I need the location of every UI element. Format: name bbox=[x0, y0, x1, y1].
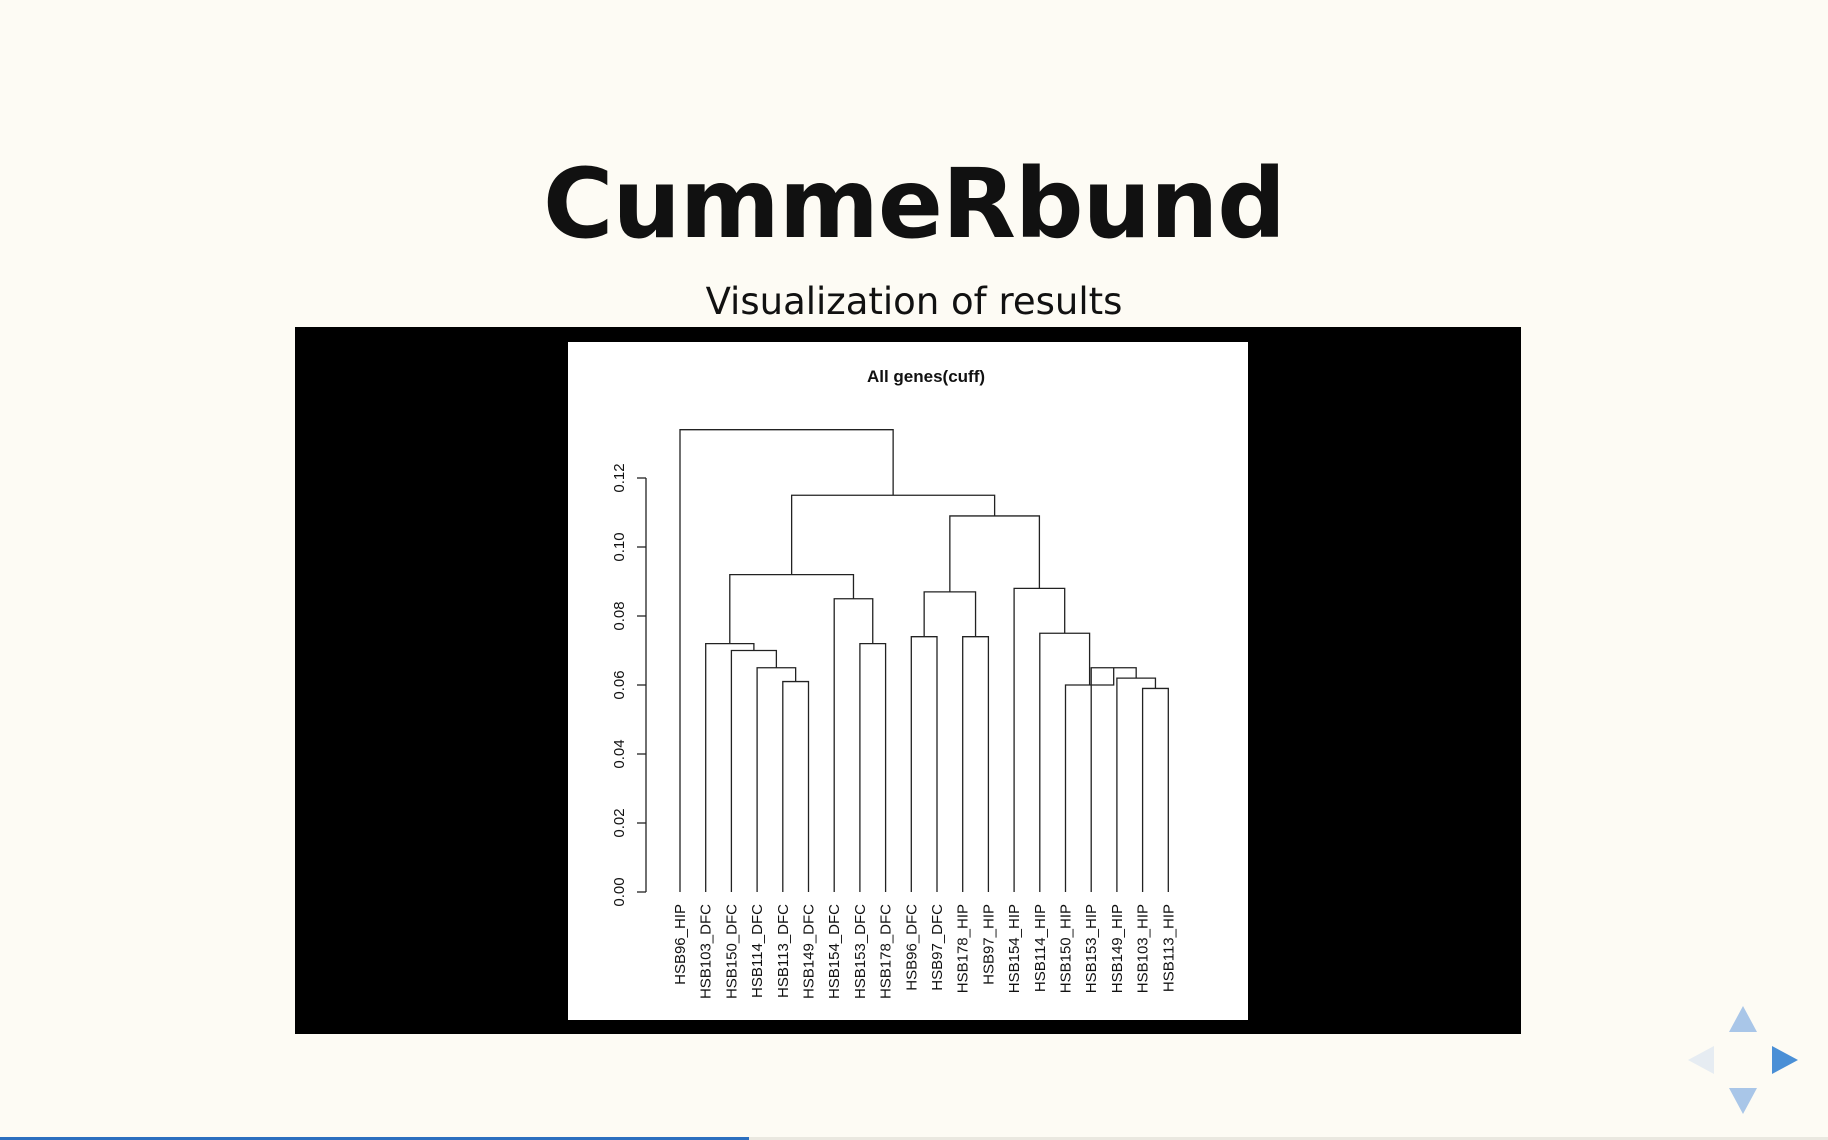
slide-subtitle: Visualization of results bbox=[705, 280, 1123, 323]
leaf-label: HSB153_DFC bbox=[852, 904, 869, 999]
dendrogram-link bbox=[756, 667, 797, 892]
dendrogram-link bbox=[1116, 677, 1157, 892]
y-tick-label: 0.08 bbox=[611, 601, 628, 630]
leaf-label: HSB114_DFC bbox=[749, 904, 766, 998]
dendrogram-link bbox=[910, 636, 938, 892]
dendrogram-svg: All genes(cuff) 0.00 0.02 0.04 0.06 0.08 0.10… bbox=[611, 367, 1177, 999]
dendrogram-link bbox=[962, 636, 990, 892]
leaf-label: HSB153_HIP bbox=[1083, 904, 1100, 993]
y-tick-label: 0.12 bbox=[611, 463, 628, 492]
leaf-label: HSB149_DFC bbox=[801, 904, 818, 999]
dendrogram-link bbox=[1064, 667, 1115, 892]
leaf-label: HSB97_DFC bbox=[929, 904, 946, 991]
leaf-label: HSB103_HIP bbox=[1135, 904, 1152, 993]
dendrogram-link bbox=[1013, 587, 1066, 892]
y-tick-label: 0.02 bbox=[611, 808, 628, 837]
dendrogram-link bbox=[729, 573, 855, 644]
leaf-label: HSB178_DFC bbox=[878, 904, 895, 999]
slide-title: CummeRbund bbox=[542, 148, 1286, 260]
dendrogram-link bbox=[730, 649, 778, 892]
chart-title: All genes(cuff) bbox=[867, 367, 985, 386]
leaf-label: HSB149_HIP bbox=[1109, 904, 1126, 993]
y-tick-label: 0.04 bbox=[611, 739, 628, 768]
leaf-label: HSB150_HIP bbox=[1058, 904, 1075, 993]
progress-fill bbox=[0, 1137, 750, 1140]
dendrogram-link bbox=[782, 680, 810, 892]
dendrogram-link bbox=[1039, 632, 1091, 892]
leaf-labels: HSB96_HIP HSB103_DFC HSB150_DFC HSB114_DFC H… bbox=[672, 904, 1177, 999]
arrow-right-icon[interactable] bbox=[1770, 1044, 1800, 1076]
dendrogram-link bbox=[679, 429, 894, 892]
leaf-label: HSB96_HIP bbox=[672, 904, 689, 985]
arrow-left-icon bbox=[1688, 1046, 1714, 1074]
dendrogram-links bbox=[679, 429, 1169, 892]
y-tick-label: 0.10 bbox=[611, 532, 628, 561]
arrow-down-icon[interactable] bbox=[1727, 1086, 1759, 1116]
arrow-up-icon[interactable] bbox=[1727, 1004, 1759, 1034]
leaf-label: HSB150_DFC bbox=[723, 904, 740, 999]
dendrogram-link bbox=[949, 515, 1041, 592]
slide-navigation bbox=[1686, 1004, 1800, 1116]
dendrogram-link bbox=[790, 494, 996, 575]
dendrogram-link bbox=[833, 598, 874, 892]
leaf-label: HSB114_HIP bbox=[1032, 904, 1049, 992]
leaf-label: HSB103_DFC bbox=[698, 904, 715, 999]
leaf-label: HSB178_HIP bbox=[955, 904, 972, 993]
leaf-label: HSB96_DFC bbox=[903, 904, 920, 991]
dendrogram-link bbox=[705, 642, 755, 892]
leaf-label: HSB113_DFC bbox=[775, 904, 792, 998]
y-axis: 0.00 0.02 0.04 0.06 0.08 0.10 0.12 bbox=[611, 463, 647, 907]
progress-bar bbox=[0, 1137, 1828, 1140]
y-tick-label: 0.06 bbox=[611, 670, 628, 699]
leaf-label: HSB113_HIP bbox=[1160, 904, 1177, 992]
dendrogram-plot: All genes(cuff) 0.00 0.02 0.04 0.06 0.08 0.10… bbox=[568, 342, 1248, 1020]
y-tick-label: 0.00 bbox=[611, 877, 628, 906]
dendrogram-link bbox=[859, 642, 887, 892]
dendrogram-link bbox=[923, 591, 977, 637]
leaf-label: HSB154_DFC bbox=[826, 904, 843, 999]
leaf-label: HSB154_HIP bbox=[1006, 904, 1023, 993]
dendrogram-link bbox=[1090, 667, 1137, 892]
leaf-label: HSB97_HIP bbox=[980, 904, 997, 985]
dendrogram-link bbox=[1141, 687, 1169, 892]
